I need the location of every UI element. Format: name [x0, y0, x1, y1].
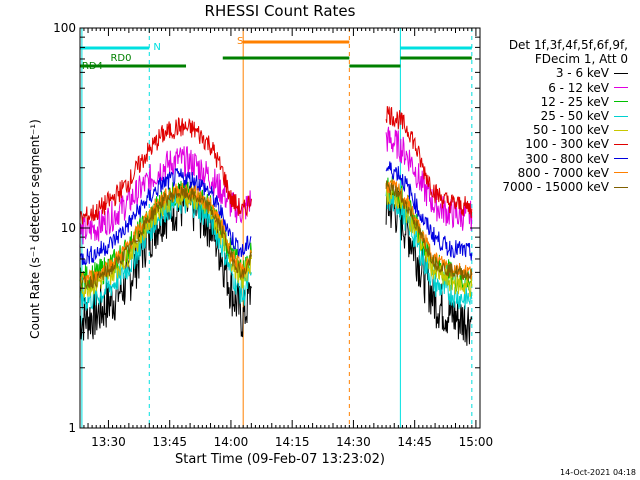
legend-swatch — [614, 129, 628, 131]
x-axis-ticks: 13:30 13:45 14:00 14:15 14:30 14:45 15:00 — [83, 28, 494, 449]
y-axis-label: Count Rate (s⁻¹ detector segment⁻¹) — [28, 119, 42, 339]
x-tick-label: 14:00 — [214, 435, 249, 449]
legend-label: 100 - 300 keV — [525, 137, 609, 152]
legend-label: 6 - 12 keV — [548, 80, 609, 95]
legend-entry: 800 - 7000 keV — [482, 166, 628, 180]
y-tick-label: 100 — [53, 21, 76, 35]
legend-swatch — [614, 186, 628, 188]
legend-swatch — [614, 158, 628, 160]
legend-entry: 50 - 100 keV — [482, 123, 628, 137]
x-tick-label: 14:15 — [275, 435, 310, 449]
annotation-markers: N S RD0 RD4 — [82, 36, 244, 72]
series-line-5 — [79, 117, 252, 226]
legend-swatch — [614, 73, 628, 74]
legend-entry: 7000 - 15000 keV — [482, 180, 628, 194]
legend-label: 25 - 50 keV — [540, 109, 609, 124]
legend-label: 300 - 800 keV — [525, 151, 609, 166]
annotation-rd0: RD0 — [110, 53, 131, 64]
x-tick-label: 15:00 — [459, 435, 494, 449]
series-line-8 — [385, 180, 473, 281]
legend-swatch — [614, 101, 628, 103]
legend-swatch — [614, 172, 628, 174]
x-axis-label: Start Time (09-Feb-07 13:23:02) — [175, 452, 385, 467]
annotation-rd4: RD4 — [82, 61, 103, 72]
series-line-8 — [79, 186, 252, 292]
legend-header-1: Det 1f,3f,4f,5f,6f,9f, — [508, 38, 628, 52]
series-line-3 — [385, 187, 473, 310]
legend-entry: 3 - 6 keV — [482, 66, 628, 80]
legend-entry: 12 - 25 keV — [482, 95, 628, 109]
legend-label: 3 - 6 keV — [555, 66, 609, 81]
annotation-n: N — [153, 42, 160, 53]
legend-label: 50 - 100 keV — [532, 123, 609, 138]
legend-entry: 6 - 12 keV — [482, 81, 628, 95]
y-tick-label: 1 — [68, 421, 76, 435]
legend-entry: 25 - 50 keV — [482, 109, 628, 123]
series-line-6 — [79, 168, 252, 266]
timestamp: 14-Oct-2021 04:18 — [560, 468, 636, 477]
legend: Det 1f,3f,4f,5f,6f,9f, FDecim 1, Att 0 3… — [482, 38, 628, 194]
legend-entry: 100 - 300 keV — [482, 137, 628, 151]
y-tick-label: 10 — [61, 221, 76, 235]
legend-header-2: FDecim 1, Att 0 — [534, 52, 628, 67]
attenuator-bands — [80, 28, 473, 428]
legend-label: 12 - 25 keV — [540, 94, 609, 109]
series-line-5 — [385, 106, 473, 219]
chart-title: RHESSI Count Rates — [204, 2, 356, 20]
legend-label: 7000 - 15000 keV — [502, 180, 609, 195]
x-tick-label: 14:45 — [397, 435, 432, 449]
legend-swatch — [614, 87, 628, 89]
series-lines — [79, 106, 473, 346]
legend-label: 800 - 7000 keV — [517, 165, 609, 180]
legend-swatch — [614, 144, 628, 146]
series-line-1 — [79, 146, 252, 248]
legend-swatch — [614, 115, 628, 117]
x-tick-label: 14:30 — [336, 435, 371, 449]
annotation-s: S — [237, 36, 243, 47]
y-axis-ticks: 1 10 100 — [53, 21, 480, 435]
series-line-6 — [385, 161, 473, 261]
x-tick-label: 13:45 — [152, 435, 187, 449]
legend-entry: 300 - 800 keV — [482, 152, 628, 166]
x-tick-label: 13:30 — [91, 435, 126, 449]
